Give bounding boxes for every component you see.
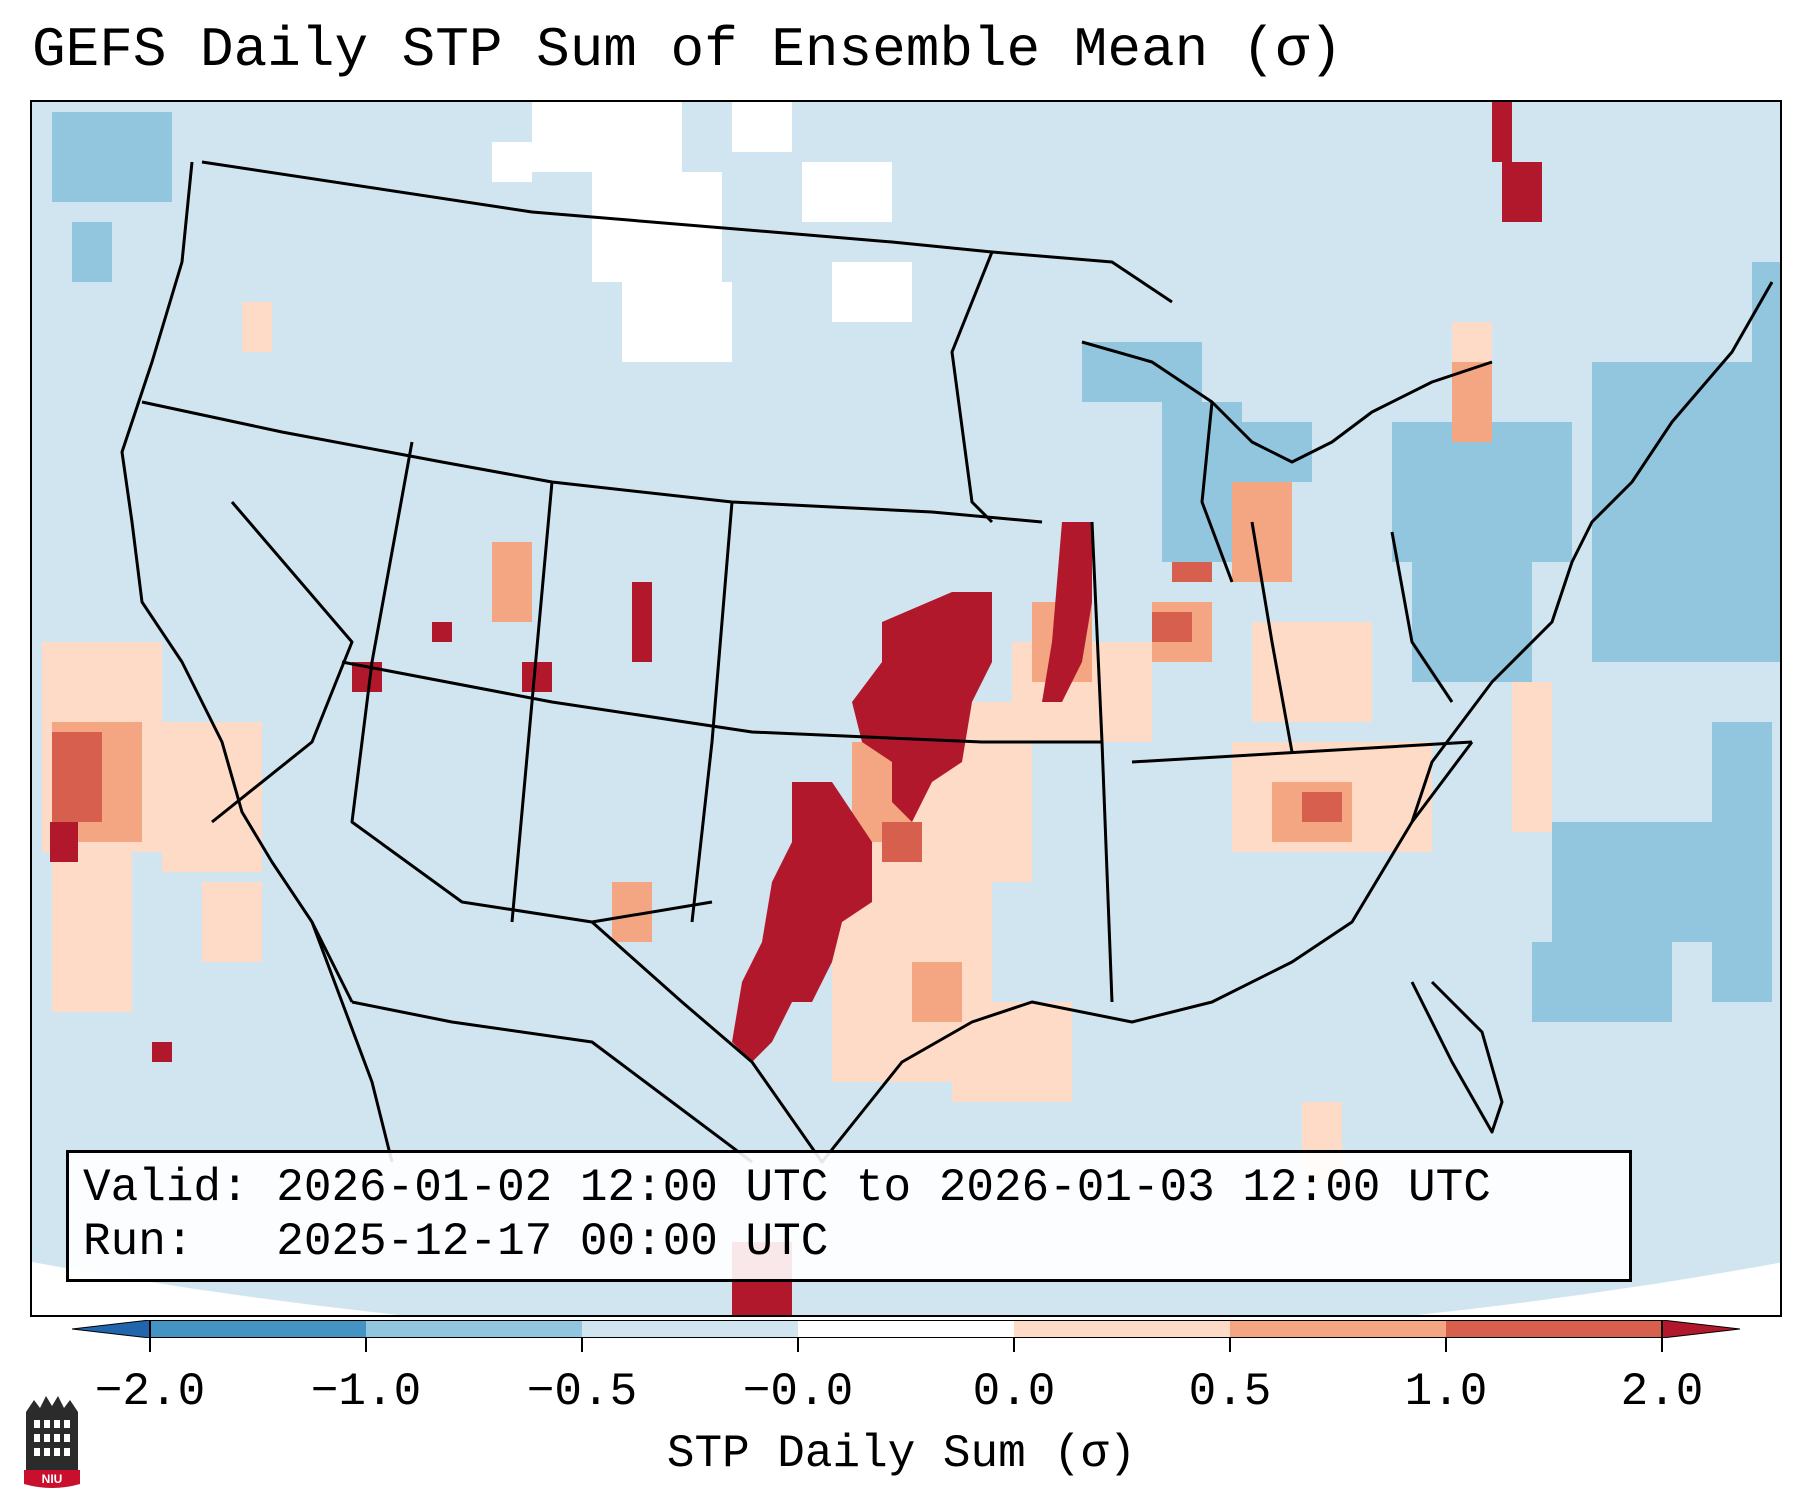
svg-text:NIU: NIU	[42, 1472, 63, 1486]
colorbar-label: STP Daily Sum (σ)	[666, 1428, 1137, 1480]
colorbar	[72, 1320, 1740, 1338]
stp-map	[32, 102, 1780, 1315]
page-title: GEFS Daily STP Sum of Ensemble Mean (σ)	[32, 18, 1343, 82]
negative-patches	[52, 112, 1780, 1022]
colorbar-extend-low	[72, 1320, 151, 1338]
great-lakes	[1081, 340, 1493, 464]
colorbar-tick-label: 0.0	[972, 1366, 1056, 1418]
colorbar-segment	[1014, 1320, 1230, 1338]
mexico-border	[351, 1000, 753, 1164]
colorbar-tick-label: 0.5	[1188, 1366, 1272, 1418]
west-coast	[120, 161, 354, 1003]
colorbar-tick-label: 2.0	[1620, 1366, 1704, 1418]
colorbar-segment	[150, 1320, 366, 1338]
niu-logo: NIU	[24, 1396, 80, 1488]
positive-strong-patches	[52, 562, 1342, 862]
colorbar-tick-label: −2.0	[94, 1366, 206, 1418]
colorbar-tick-label: −0.0	[742, 1366, 854, 1418]
baja	[310, 921, 394, 1163]
colorbar-segment	[1230, 1320, 1446, 1338]
colorbar-segment	[366, 1320, 582, 1338]
valid-time-text: Valid: 2026-01-02 12:00 UTC to 2026-01-0…	[83, 1162, 1491, 1214]
colorbar-ticks	[149, 1338, 1663, 1352]
colorbar-segment	[798, 1320, 1014, 1338]
neutral-patches	[492, 102, 912, 362]
valid-run-info-box: Valid: 2026-01-02 12:00 UTC to 2026-01-0…	[66, 1150, 1632, 1282]
florida	[1410, 980, 1504, 1134]
map-panel	[30, 100, 1782, 1317]
colorbar-tick-label: 1.0	[1404, 1366, 1488, 1418]
colorbar-extend-high	[1661, 1320, 1740, 1338]
east-coast	[1410, 281, 1774, 823]
colorbar-tick-label: −1.0	[310, 1366, 422, 1418]
colorbar-segment	[582, 1320, 798, 1338]
colorbar-segment	[1446, 1320, 1662, 1338]
gulf-coast	[591, 741, 1474, 1164]
boundaries	[120, 160, 1774, 1164]
run-time-text: Run: 2025-12-17 00:00 UTC	[83, 1216, 829, 1268]
canada-border	[201, 160, 1173, 304]
colorbar-tick-label: −0.5	[526, 1366, 638, 1418]
